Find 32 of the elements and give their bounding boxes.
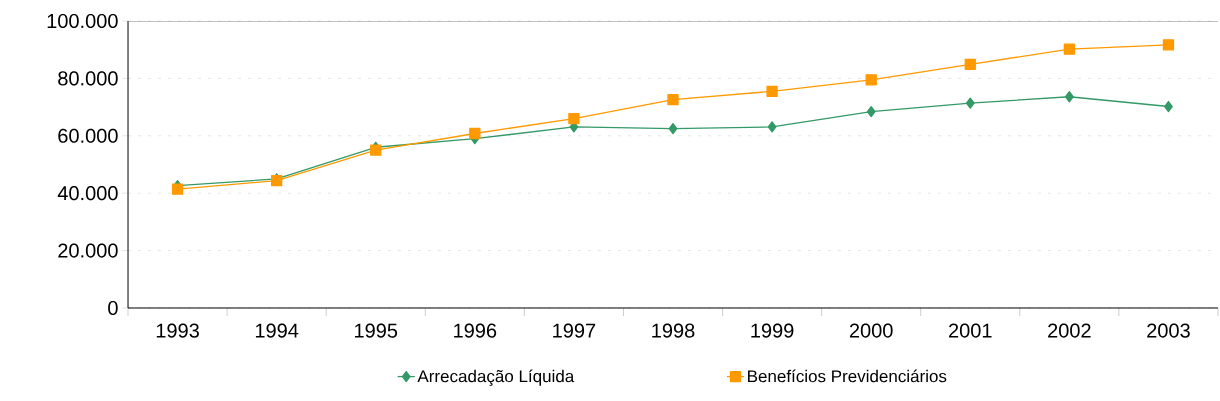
point: [865, 74, 877, 86]
point: [1063, 43, 1076, 55]
point: [866, 106, 876, 118]
x-tick-label: 2000: [849, 323, 893, 338]
legend-label: Benefícios Previdenciários: [748, 369, 947, 383]
point: [469, 127, 481, 140]
point: [1064, 91, 1074, 103]
point: [965, 97, 975, 109]
point: [667, 93, 679, 106]
y-tick-label: 100.000: [47, 13, 118, 29]
x-tick-label: 1996: [454, 323, 497, 338]
x-tick-label: 2001: [949, 323, 992, 338]
y-tick-label: 40.000: [57, 186, 118, 201]
y-tick-label: 80.000: [58, 71, 118, 86]
point: [964, 58, 976, 70]
point: [668, 122, 678, 135]
x-tick-label: 2003: [1147, 323, 1190, 338]
y-tick-label: 20.000: [58, 243, 118, 258]
x-tick-label: 1993: [156, 323, 199, 338]
point: [767, 121, 777, 133]
x-tick-label: 1999: [751, 323, 794, 338]
x-tick-label: 1994: [255, 323, 299, 338]
y-tick-label: 0: [108, 300, 118, 316]
x-tick-label: 2002: [1048, 323, 1091, 338]
x-tick-label: 1995: [355, 323, 398, 338]
point: [766, 85, 778, 97]
legend-label: Arrecadação Líquida: [417, 369, 575, 386]
x-tick-label: 1998: [652, 323, 695, 338]
x-tick-label: 1997: [553, 323, 596, 338]
y-tick-label: 60.000: [58, 128, 118, 143]
point: [1162, 39, 1175, 51]
point: [568, 112, 580, 125]
